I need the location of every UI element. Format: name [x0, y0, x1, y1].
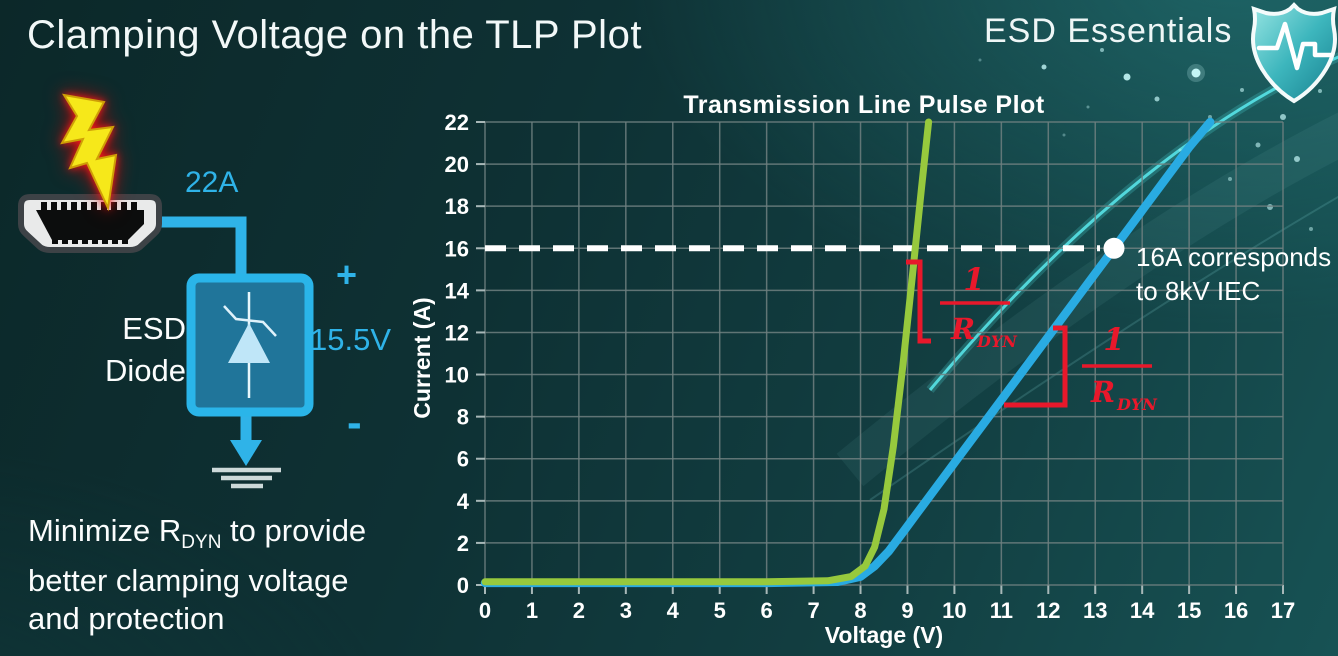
fraction-denominator-sub: DYN — [1116, 395, 1158, 414]
lightning-bolt-icon — [60, 93, 118, 212]
y-tick-label: 14 — [445, 278, 470, 303]
marker-annotation-line2: to 8kV IEC — [1136, 276, 1261, 306]
page-title: Clamping Voltage on the TLP Plot — [27, 13, 642, 57]
y-tick-label: 18 — [445, 194, 469, 219]
x-tick-label: 13 — [1083, 598, 1107, 623]
slope-fraction-blue: 1 R DYN — [1082, 322, 1158, 414]
slope-indicator-green — [906, 259, 931, 344]
x-tick-label: 12 — [1036, 598, 1060, 623]
y-tick-label: 0 — [457, 573, 469, 598]
hdmi-pins — [41, 202, 137, 244]
x-tick-label: 11 — [990, 598, 1013, 623]
x-tick-label: 6 — [761, 598, 773, 623]
y-tick-label: 22 — [445, 110, 469, 135]
x-tick-label: 16 — [1224, 598, 1248, 623]
zener-diode-icon — [186, 273, 314, 417]
hdmi-connector-icon — [18, 194, 162, 253]
clamping-voltage-label: 15.5V — [310, 322, 392, 357]
y-axis-title: Current (A) — [409, 297, 435, 418]
polarity-minus-label: - — [347, 398, 362, 447]
decor-streak-faint — [869, 195, 1338, 501]
esd-diode-label-line1: ESD — [122, 311, 186, 346]
x-tick-label: 1 — [526, 598, 538, 623]
x-tick-label: 0 — [479, 598, 491, 623]
brand-name: ESD Essentials — [984, 12, 1233, 50]
marker-annotation: 16A corresponds to 8kV IEC — [1136, 240, 1331, 308]
esd-diode-label: ESD Diode — [58, 308, 186, 392]
fraction-numerator: 1 — [963, 262, 985, 298]
note-rdyn-subscript: DYN — [181, 532, 222, 554]
x-tick-label: 7 — [807, 598, 819, 623]
y-tick-label: 6 — [457, 447, 469, 472]
marker-annotation-line1: 16A corresponds — [1136, 242, 1332, 272]
x-tick-label: 5 — [714, 598, 726, 623]
x-tick-label: 4 — [667, 598, 680, 623]
y-tick-label: 20 — [445, 152, 469, 177]
y-tick-label: 4 — [457, 489, 470, 514]
x-tick-label: 3 — [620, 598, 632, 623]
x-axis-title: Voltage (V) — [825, 622, 943, 648]
fraction-denominator: R — [1090, 375, 1115, 409]
polarity-plus-label: + — [336, 254, 358, 295]
x-tick-label: 9 — [901, 598, 913, 623]
marker-dot-16a — [1103, 237, 1125, 259]
fraction-numerator: 1 — [1103, 322, 1125, 358]
esd-diode-label-line2: Diode — [105, 353, 186, 388]
y-tick-label: 16 — [445, 236, 469, 261]
fraction-denominator-sub: DYN — [976, 332, 1018, 351]
arrow-down-icon — [230, 440, 262, 466]
surge-current-label: 22A — [185, 166, 239, 199]
decor-band — [836, 112, 1338, 487]
particle-dots — [978, 48, 1322, 231]
y-tick-label: 2 — [457, 531, 469, 556]
y-tick-label: 12 — [445, 320, 469, 345]
note-line2: better clamping voltage — [28, 563, 349, 599]
y-tick-label: 8 — [457, 405, 469, 430]
slope-indicator-blue — [1004, 325, 1068, 408]
slope-fraction-green: 1 R DYN — [940, 262, 1018, 351]
x-tick-label: 10 — [942, 598, 966, 623]
x-tick-label: 17 — [1271, 598, 1295, 623]
shield-pulse-icon — [1251, 2, 1337, 104]
takeaway-note: Minimize RDYN to provide better clamping… — [28, 512, 458, 638]
note-text-pre: Minimize R — [28, 513, 182, 548]
x-tick-label: 8 — [854, 598, 866, 623]
fraction-denominator: R — [950, 312, 975, 346]
x-tick-label: 15 — [1177, 598, 1201, 623]
chart-title: Transmission Line Pulse Plot — [683, 91, 1044, 119]
y-tick-label: 10 — [445, 363, 469, 388]
note-text-post: to provide — [221, 513, 367, 548]
note-line3: and protection — [28, 601, 225, 637]
x-tick-label: 2 — [573, 598, 585, 623]
ground-icon — [212, 467, 281, 489]
x-tick-label: 14 — [1130, 598, 1155, 623]
